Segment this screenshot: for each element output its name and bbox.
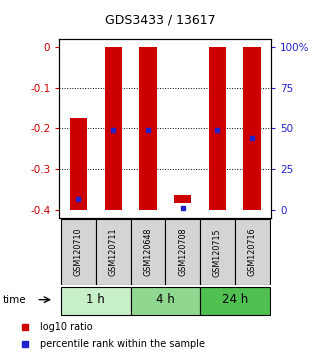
FancyBboxPatch shape bbox=[61, 219, 96, 285]
FancyBboxPatch shape bbox=[200, 219, 235, 285]
Bar bbox=[70, 118, 87, 210]
Text: GSM120648: GSM120648 bbox=[143, 228, 152, 276]
Text: GSM120708: GSM120708 bbox=[178, 228, 187, 276]
FancyBboxPatch shape bbox=[61, 287, 131, 315]
FancyBboxPatch shape bbox=[131, 219, 165, 285]
FancyBboxPatch shape bbox=[96, 219, 131, 285]
Text: percentile rank within the sample: percentile rank within the sample bbox=[40, 339, 205, 349]
Text: 4 h: 4 h bbox=[156, 293, 175, 306]
Bar bbox=[209, 47, 226, 210]
Text: 24 h: 24 h bbox=[222, 293, 248, 306]
Bar bbox=[139, 47, 157, 210]
FancyBboxPatch shape bbox=[200, 287, 270, 315]
Text: GSM120716: GSM120716 bbox=[247, 228, 257, 276]
Bar bbox=[105, 47, 122, 210]
Text: 1 h: 1 h bbox=[86, 293, 105, 306]
Text: log10 ratio: log10 ratio bbox=[40, 322, 93, 332]
Text: GSM120715: GSM120715 bbox=[213, 228, 222, 276]
Text: GSM120711: GSM120711 bbox=[109, 228, 118, 276]
Bar bbox=[174, 195, 191, 204]
Bar bbox=[243, 47, 261, 210]
FancyBboxPatch shape bbox=[235, 219, 270, 285]
Text: time: time bbox=[3, 295, 27, 305]
Text: GDS3433 / 13617: GDS3433 / 13617 bbox=[105, 13, 216, 27]
FancyBboxPatch shape bbox=[165, 219, 200, 285]
Text: GSM120710: GSM120710 bbox=[74, 228, 83, 276]
FancyBboxPatch shape bbox=[131, 287, 200, 315]
